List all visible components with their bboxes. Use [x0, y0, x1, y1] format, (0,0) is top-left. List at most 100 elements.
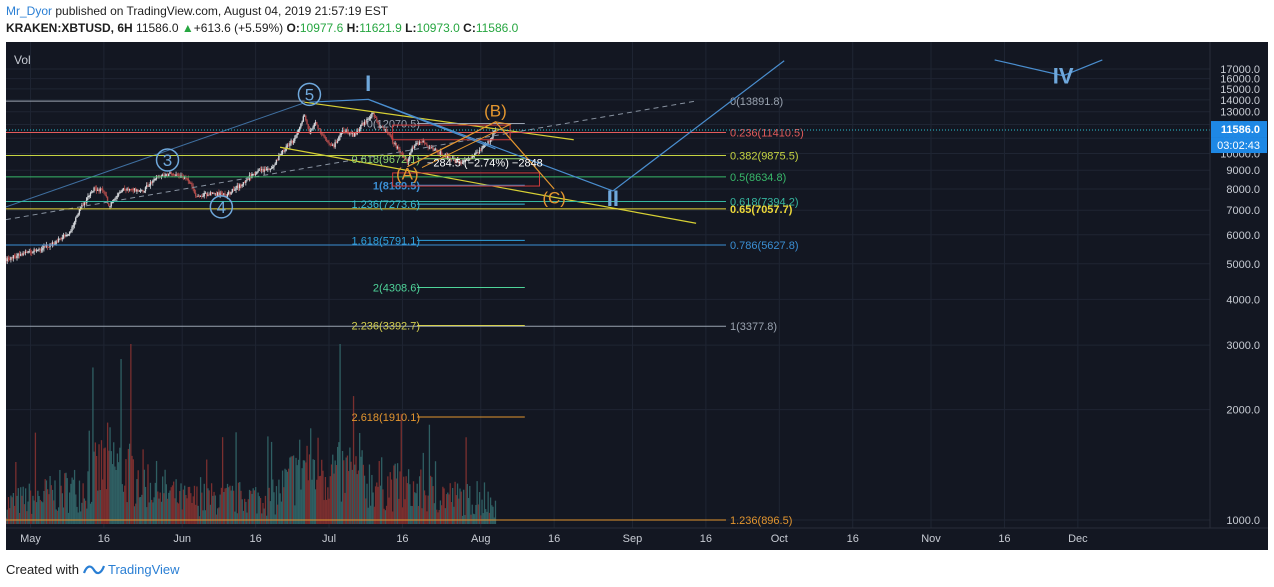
volume-bar — [49, 476, 51, 524]
volume-bar — [139, 497, 142, 524]
candle-body — [301, 121, 303, 124]
volume-bar — [219, 494, 221, 524]
candle-body — [17, 253, 19, 256]
price-chart[interactable]: Vol 0(13891.8) 0.236(11410.5) 0.382(9875.5)… — [5, 42, 1268, 550]
candle-body — [404, 157, 406, 159]
volume-bar — [247, 499, 249, 524]
volume-bar — [66, 478, 68, 524]
candle-body — [215, 193, 218, 196]
fib-left-label: 2(4308.6) — [373, 282, 420, 294]
candle-body — [161, 174, 164, 176]
volume-bar — [409, 484, 411, 524]
candle-body — [227, 191, 230, 195]
volume-bar — [59, 469, 61, 524]
candle-body — [487, 141, 489, 144]
volume-bar — [125, 459, 127, 524]
candle-body — [141, 190, 143, 192]
candle-body — [305, 115, 307, 121]
candle-body — [15, 256, 17, 259]
volume-bar — [136, 479, 138, 524]
time-axis-bg — [6, 528, 1268, 550]
volume-bar — [235, 432, 237, 524]
volume-bar — [128, 443, 131, 524]
candle-body — [45, 244, 48, 247]
fib-left-label: 2.236(3392.7) — [352, 321, 421, 333]
candle-body — [283, 150, 285, 152]
volume-bar — [38, 496, 40, 524]
volume-bar — [28, 483, 30, 524]
candle-body — [265, 169, 268, 171]
candle-body — [424, 143, 427, 145]
candle-body — [448, 155, 450, 157]
candle-body — [220, 192, 223, 195]
candle-body — [8, 259, 11, 261]
created-with-text: Created with — [6, 562, 79, 577]
candle-body — [209, 192, 212, 195]
candle-body — [377, 120, 379, 124]
price-axis-label: 14000.0 — [1220, 95, 1260, 107]
volume-bar — [322, 470, 324, 524]
candle-body — [232, 189, 235, 191]
candle-body — [372, 113, 374, 115]
candle-body — [319, 128, 322, 134]
candle-body — [146, 185, 148, 188]
candle-body — [187, 178, 190, 182]
volume-bar — [148, 502, 150, 524]
volume-bar — [383, 508, 385, 524]
tradingview-logo-icon — [82, 562, 105, 577]
volume-bar — [433, 503, 435, 524]
wave-number: 3 — [163, 151, 172, 170]
volume-bar — [218, 507, 220, 524]
fib-left-label: 1.618(5791.1) — [352, 235, 421, 247]
candle-body — [331, 144, 334, 146]
candle-body — [144, 187, 147, 192]
candle-body — [276, 159, 279, 161]
volume-bar — [204, 510, 207, 524]
candle-body — [170, 172, 172, 174]
volume-bar — [426, 511, 428, 524]
volume-bar — [319, 475, 322, 524]
candle-body — [57, 238, 60, 242]
volume-bar — [45, 480, 48, 524]
candle-body — [467, 159, 470, 161]
volume-bar — [83, 498, 86, 524]
candle-body — [231, 189, 234, 193]
candle-body — [19, 254, 22, 256]
candle-body — [471, 156, 473, 159]
candle-body — [394, 142, 396, 144]
candle-body — [23, 252, 26, 254]
volume-bar — [361, 450, 363, 524]
price-axis-label: 2000.0 — [1226, 405, 1260, 417]
volume-bar — [418, 476, 421, 524]
candle-body — [491, 138, 493, 140]
volume-bar — [9, 508, 11, 524]
tradingview-link[interactable]: TradingView — [108, 562, 180, 577]
candle-body — [89, 192, 92, 196]
measure-label: −284.5 (−2.74%) −2848 — [427, 158, 543, 170]
candle-body — [18, 253, 21, 256]
volume-bar — [72, 479, 74, 524]
author-name[interactable]: Mr_Dyor — [6, 4, 53, 18]
candle-body — [86, 197, 88, 203]
candle-body — [133, 188, 136, 191]
candle-body — [274, 163, 276, 166]
candle-body — [434, 149, 437, 151]
volume-bar — [10, 495, 12, 524]
candle-body — [398, 147, 400, 149]
volume-bar — [267, 436, 269, 524]
candle-body — [38, 248, 40, 250]
volume-bar — [95, 455, 98, 524]
candle-body — [106, 196, 109, 204]
chart-panel[interactable]: Vol 0(13891.8) 0.236(11410.5) 0.382(9875.5)… — [5, 42, 1268, 550]
volume-bar — [155, 460, 158, 524]
volume-bar — [487, 491, 489, 524]
close-label: C: — [463, 21, 476, 35]
volume-bar — [56, 510, 59, 524]
volume-bar — [438, 510, 440, 524]
volume-bar — [69, 492, 71, 524]
price-axis-label: 9000.0 — [1226, 165, 1260, 177]
candle-body — [298, 127, 301, 130]
countdown-tag-label: 03:02:43 — [1217, 140, 1260, 152]
circled-wave-3: 3 — [155, 148, 180, 172]
volume-bar — [445, 494, 448, 524]
